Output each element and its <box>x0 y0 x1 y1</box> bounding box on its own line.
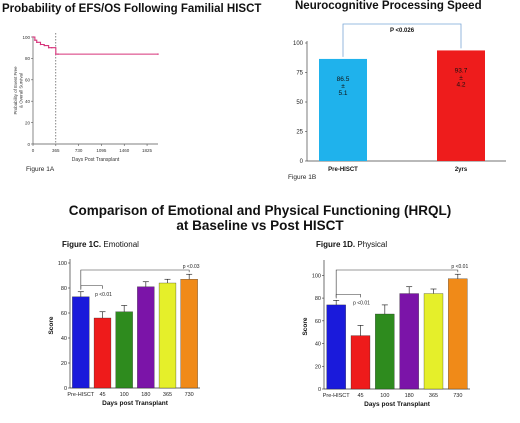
x-axis-label: Days post Transplant <box>102 400 169 407</box>
y-tick-label: 100 <box>22 35 30 40</box>
x-tick-label: 45 <box>99 392 105 398</box>
y-tick-label: 40 <box>315 342 321 348</box>
error-label: 5.1 <box>338 90 347 97</box>
y-tick-label: 100 <box>58 261 67 267</box>
x-tick-label: 1460 <box>119 148 130 153</box>
survival-point <box>47 47 50 49</box>
panel-c-figure-label: Figure 1C. <box>62 240 102 249</box>
survival-point <box>157 53 159 55</box>
bar-pre-hisct <box>319 58 367 161</box>
y-tick-label: 60 <box>315 319 321 325</box>
x-tick-label: 100 <box>120 392 129 398</box>
survival-point <box>36 41 38 44</box>
panel-d-subtitle: Physical <box>357 240 388 249</box>
x-axis-label: Days post Transplant <box>364 401 431 408</box>
y-tick-label: 40 <box>25 99 31 104</box>
bracket-45 <box>335 294 361 298</box>
bracket-730 <box>80 269 190 290</box>
bar <box>399 293 419 390</box>
x-tick-label: Pre-HISCT <box>323 393 351 399</box>
panel-b-chart: 0255075100Pre-HISCT86.5±5.12yrs93.7±4.2P… <box>293 23 506 173</box>
survival-point <box>57 53 59 55</box>
bar <box>423 293 444 390</box>
survival-point <box>32 36 34 38</box>
panel-d-figure-label: Figure 1D. <box>316 240 356 249</box>
y-tick-label: 0 <box>300 159 304 165</box>
y-tick-label: 80 <box>61 286 67 292</box>
panel-a-title: Probability of EFS/OS Following Familial… <box>2 3 262 15</box>
plus-minus-label: ± <box>341 83 345 90</box>
comparison-title-line2: at Baseline vs Post HISCT <box>176 218 344 233</box>
bracket-730 <box>335 269 459 299</box>
y-tick-label: 0 <box>318 387 321 393</box>
panel-a-chart: 0 20 40 60 80 100 0 365 730 1095 1460 1825 Days Post… <box>13 33 159 163</box>
survival-point <box>43 44 45 47</box>
x-tick-label: Pre-HISCT <box>328 167 358 173</box>
bar <box>326 304 346 390</box>
panel-c-heading: Figure 1C. Emotional <box>62 240 139 249</box>
panel-c-subtitle: Emotional <box>103 240 139 249</box>
panel-a-caption: Figure 1A <box>26 166 55 173</box>
comparison-title-line1: Comparison of Emotional and Physical Fun… <box>68 203 452 218</box>
x-tick-label: 1825 <box>142 148 153 153</box>
survival-point <box>51 47 53 49</box>
annotation-45: p <0.01 <box>353 300 370 306</box>
x-tick-label: 180 <box>141 392 150 398</box>
x-axis-label: Days Post Transplant <box>72 157 120 163</box>
panel-d-heading: Figure 1D. Physical <box>316 240 387 249</box>
y-tick-label: 75 <box>296 71 303 77</box>
annotation-45: p <0.01 <box>95 292 112 298</box>
bar <box>375 313 395 390</box>
y-tick-label: 25 <box>296 130 303 136</box>
x-tick-label: 0 <box>32 148 35 153</box>
y-tick-label: 60 <box>25 78 31 83</box>
x-tick-label: 365 <box>52 148 60 153</box>
y-tick-label: 20 <box>25 120 31 125</box>
error-label: 4.2 <box>456 81 465 88</box>
y-tick-label: 60 <box>61 311 67 317</box>
y-tick-label: 50 <box>296 100 303 106</box>
plus-minus-label: ± <box>459 74 463 81</box>
x-tick-label: 100 <box>380 393 389 399</box>
y-tick-label: 40 <box>61 336 67 342</box>
x-tick-label: Pre-HISCT <box>67 392 95 398</box>
x-tick-label: 730 <box>453 393 462 399</box>
y-tick-label: 0 <box>64 386 67 392</box>
y-tick-label: 20 <box>61 361 67 367</box>
bar <box>448 278 468 390</box>
x-tick-label: 45 <box>357 393 363 399</box>
y-tick-label: 80 <box>315 296 321 302</box>
annotation-730: p <0.01 <box>451 264 468 270</box>
survival-point <box>55 53 57 55</box>
survival-point <box>39 43 42 46</box>
x-tick-label: 180 <box>405 393 414 399</box>
y-axis-label: Score <box>48 316 55 334</box>
y-tick-label: 100 <box>293 41 304 47</box>
survival-point <box>34 39 36 41</box>
y-tick-label: 100 <box>312 273 321 279</box>
x-tick-label: 1095 <box>96 148 107 153</box>
significance-label: P <0.026 <box>390 28 415 34</box>
x-tick-label: 365 <box>163 392 172 398</box>
value-label: 86.5 <box>337 76 350 83</box>
panel-b-title: Neurocognitive Processing Speed <box>295 0 482 12</box>
x-tick-label: 730 <box>75 148 83 153</box>
y-axis-label: Probability of Event Free& Overall Survi… <box>13 66 24 115</box>
y-tick-label: 20 <box>315 364 321 370</box>
x-tick-label: 2yrs <box>455 167 468 173</box>
bar <box>350 335 371 390</box>
x-tick-label: 365 <box>429 393 438 399</box>
value-label: 93.7 <box>455 67 468 74</box>
y-axis-label: Score <box>302 317 309 335</box>
panel-b-caption: Figure 1B <box>288 174 317 181</box>
annotation-730: p <0.03 <box>183 264 200 270</box>
significance-bracket <box>342 23 462 57</box>
x-tick-label: 730 <box>185 392 194 398</box>
bar-2yrs <box>437 50 485 161</box>
y-tick-label: 0 <box>27 142 30 147</box>
y-tick-label: 80 <box>25 56 31 61</box>
comparison-title: Comparison of Emotional and Physical Fun… <box>0 203 520 233</box>
